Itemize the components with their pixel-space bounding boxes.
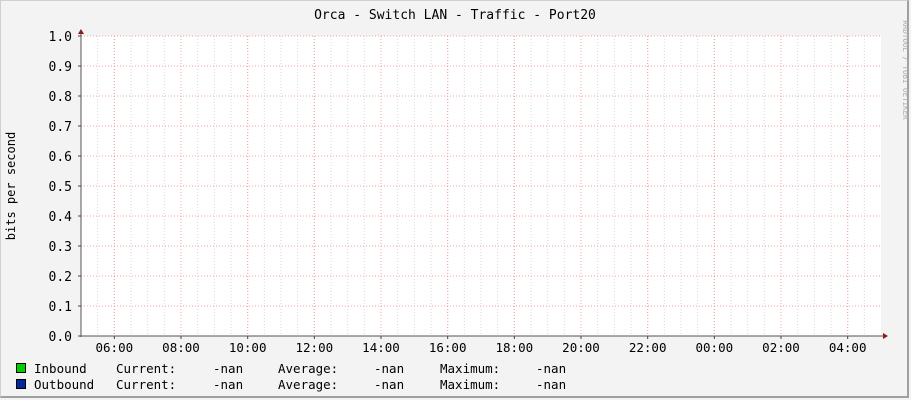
x-tick-label: 20:00 [562,340,600,355]
y-axis-arrow [78,29,84,34]
y-tick-label: 0.1 [49,300,72,315]
chart-title: Orca - Switch LAN - Traffic - Port20 [314,8,596,23]
legend-current-value: -nan [213,361,243,376]
y-tick-label: 0.3 [49,240,72,255]
y-tick-label: 0.7 [49,120,72,135]
legend-current-value: -nan [213,377,243,392]
x-axis-arrow [883,333,888,339]
legend-swatch [16,379,26,389]
y-tick-label: 1.0 [49,30,72,45]
x-tick-label: 04:00 [829,340,867,355]
x-tick-label: 02:00 [762,340,800,355]
x-tick-label: 10:00 [229,340,267,355]
legend-maximum-label: Maximum: [440,377,500,392]
legend-current-label: Current: [116,377,176,392]
x-tick-label: 18:00 [496,340,534,355]
x-tick-label: 06:00 [96,340,134,355]
legend-average-value: -nan [374,377,404,392]
x-tick-label: 14:00 [362,340,400,355]
legend-maximum-value: -nan [536,361,566,376]
y-axis-label: bits per second [4,132,18,240]
legend-series-name: Outbound [34,377,94,392]
legend-series-name: Inbound [34,361,87,376]
x-tick-label: 12:00 [296,340,334,355]
y-tick-label: 0.0 [49,330,72,345]
y-tick-label: 0.4 [49,210,73,225]
legend-average-label: Average: [278,377,338,392]
legend-maximum-value: -nan [536,377,566,392]
x-tick-label: 22:00 [629,340,667,355]
legend-current-label: Current: [116,361,176,376]
x-tick-label: 16:00 [429,340,467,355]
y-tick-label: 0.6 [49,150,72,165]
y-tick-label: 0.2 [49,270,72,285]
x-tick-label: 00:00 [696,340,734,355]
legend-maximum-label: Maximum: [440,361,500,376]
legend-swatch [16,363,26,373]
x-tick-label: 08:00 [162,340,200,355]
y-tick-label: 0.8 [49,90,72,105]
legend-average-value: -nan [374,361,404,376]
watermark: RRDTOOL / TOBI OETIKER [901,20,910,120]
y-tick-label: 0.9 [49,60,72,75]
y-tick-label: 0.5 [49,180,72,195]
legend-average-label: Average: [278,361,338,376]
